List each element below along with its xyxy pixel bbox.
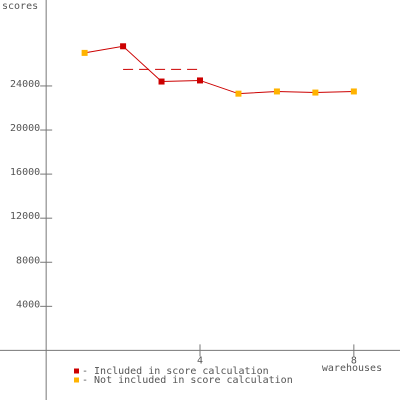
y-tick-label: 20000 (10, 123, 40, 134)
data-point (235, 90, 242, 97)
x-axis-label: warehouses (322, 363, 382, 374)
data-point (158, 78, 165, 85)
data-point (81, 49, 88, 56)
series-line (84, 45, 354, 95)
data-point (120, 43, 127, 50)
data-point (350, 88, 357, 95)
x-tick-label: 8 (351, 355, 357, 366)
y-tick-label: 16000 (10, 167, 40, 178)
x-tick-label: 4 (197, 355, 203, 366)
legend-swatch (74, 377, 79, 383)
legend-label: - Included in score calculation (82, 366, 269, 377)
y-tick-label: 4000 (16, 299, 40, 310)
data-point (197, 77, 203, 84)
y-tick-label: 24000 (10, 79, 40, 90)
y-axis-label: scores (2, 1, 38, 12)
data-point (312, 89, 319, 96)
legend-label: - Not included in score calculation (82, 375, 293, 386)
data-point (273, 88, 280, 95)
legend-swatch (74, 368, 79, 374)
y-tick-label: 12000 (10, 211, 40, 222)
y-tick-label: 8000 (16, 255, 40, 266)
